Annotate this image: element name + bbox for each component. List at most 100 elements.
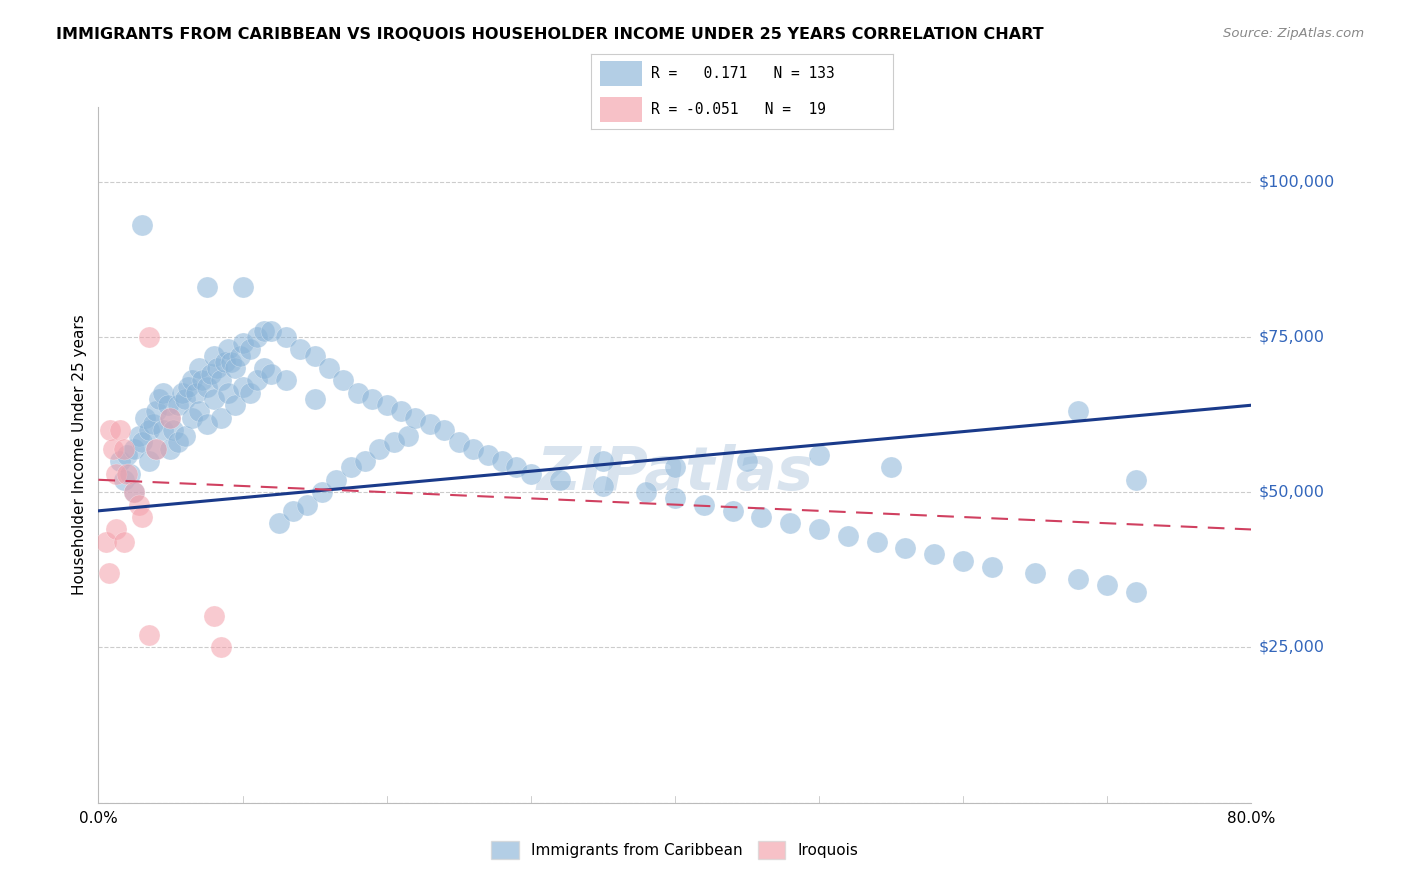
Point <box>219 355 242 369</box>
Point <box>128 498 150 512</box>
Point <box>304 349 326 363</box>
Point <box>339 460 361 475</box>
Point <box>837 529 859 543</box>
Bar <box>599 96 643 122</box>
Point <box>209 410 232 425</box>
Point <box>231 280 254 294</box>
Text: R = -0.051   N =  19: R = -0.051 N = 19 <box>651 102 825 117</box>
Point <box>368 442 391 456</box>
Text: ZIPatlas: ZIPatlas <box>536 444 814 503</box>
Point <box>217 385 239 400</box>
Point <box>124 442 146 456</box>
Point <box>166 435 188 450</box>
Point <box>108 423 131 437</box>
Point <box>131 218 153 232</box>
Point <box>274 330 297 344</box>
Point <box>205 360 228 375</box>
Point <box>138 423 160 437</box>
Point <box>290 343 312 357</box>
Point <box>253 324 276 338</box>
Point <box>281 504 304 518</box>
Point <box>131 435 153 450</box>
Point <box>981 559 1004 574</box>
Point <box>145 404 167 418</box>
Point <box>152 385 174 400</box>
Point <box>332 373 354 387</box>
Point <box>447 435 470 450</box>
Point <box>779 516 801 531</box>
Point <box>636 485 658 500</box>
Point <box>1097 578 1119 592</box>
Point <box>117 467 138 481</box>
Point <box>807 523 830 537</box>
Point <box>405 410 427 425</box>
Point <box>224 398 246 412</box>
Point <box>209 373 232 387</box>
Point <box>304 392 326 406</box>
Point <box>461 442 484 456</box>
Text: $50,000: $50,000 <box>1258 484 1324 500</box>
Point <box>231 336 254 351</box>
Point <box>924 547 946 561</box>
Text: Source: ZipAtlas.com: Source: ZipAtlas.com <box>1223 27 1364 40</box>
Point <box>274 373 297 387</box>
Point <box>880 460 903 475</box>
Point <box>1125 584 1147 599</box>
Point <box>108 454 131 468</box>
Point <box>396 429 419 443</box>
Point <box>138 330 160 344</box>
Point <box>191 373 214 387</box>
Point <box>97 566 120 580</box>
Point <box>145 442 167 456</box>
Point <box>214 355 236 369</box>
Point <box>94 534 117 549</box>
Point <box>174 429 197 443</box>
Point <box>239 385 262 400</box>
Point <box>186 385 208 400</box>
Text: $75,000: $75,000 <box>1258 329 1324 344</box>
Point <box>217 343 239 357</box>
Point <box>664 491 686 506</box>
Point <box>128 429 150 443</box>
Point <box>491 454 513 468</box>
Point <box>389 404 412 418</box>
Point <box>148 392 170 406</box>
Point <box>156 398 179 412</box>
Point <box>177 379 200 393</box>
Point <box>224 360 246 375</box>
Y-axis label: Householder Income Under 25 years: Householder Income Under 25 years <box>72 315 87 595</box>
Point <box>202 392 225 406</box>
Point <box>297 498 319 512</box>
Point <box>138 628 160 642</box>
Point <box>231 379 254 393</box>
Point <box>382 435 405 450</box>
Point <box>664 460 686 475</box>
Point <box>375 398 398 412</box>
Text: IMMIGRANTS FROM CARIBBEAN VS IROQUOIS HOUSEHOLDER INCOME UNDER 25 YEARS CORRELAT: IMMIGRANTS FROM CARIBBEAN VS IROQUOIS HO… <box>56 27 1043 42</box>
Point <box>751 510 773 524</box>
Point <box>592 479 614 493</box>
Bar <box>599 62 643 87</box>
Point <box>202 609 225 624</box>
Point <box>253 360 276 375</box>
Point <box>188 360 211 375</box>
Point <box>239 343 262 357</box>
Point <box>112 442 135 456</box>
Point <box>1024 566 1046 580</box>
Point <box>952 553 974 567</box>
Point <box>104 467 127 481</box>
Point <box>202 349 225 363</box>
Point <box>124 485 146 500</box>
Text: $25,000: $25,000 <box>1258 640 1324 655</box>
Point <box>246 330 269 344</box>
Point <box>865 534 889 549</box>
Point <box>131 510 153 524</box>
Point <box>592 454 614 468</box>
Point <box>735 454 758 468</box>
Point <box>170 385 193 400</box>
Point <box>162 423 184 437</box>
Point <box>138 454 160 468</box>
Point <box>346 385 368 400</box>
Point <box>419 417 441 431</box>
Point <box>195 379 218 393</box>
